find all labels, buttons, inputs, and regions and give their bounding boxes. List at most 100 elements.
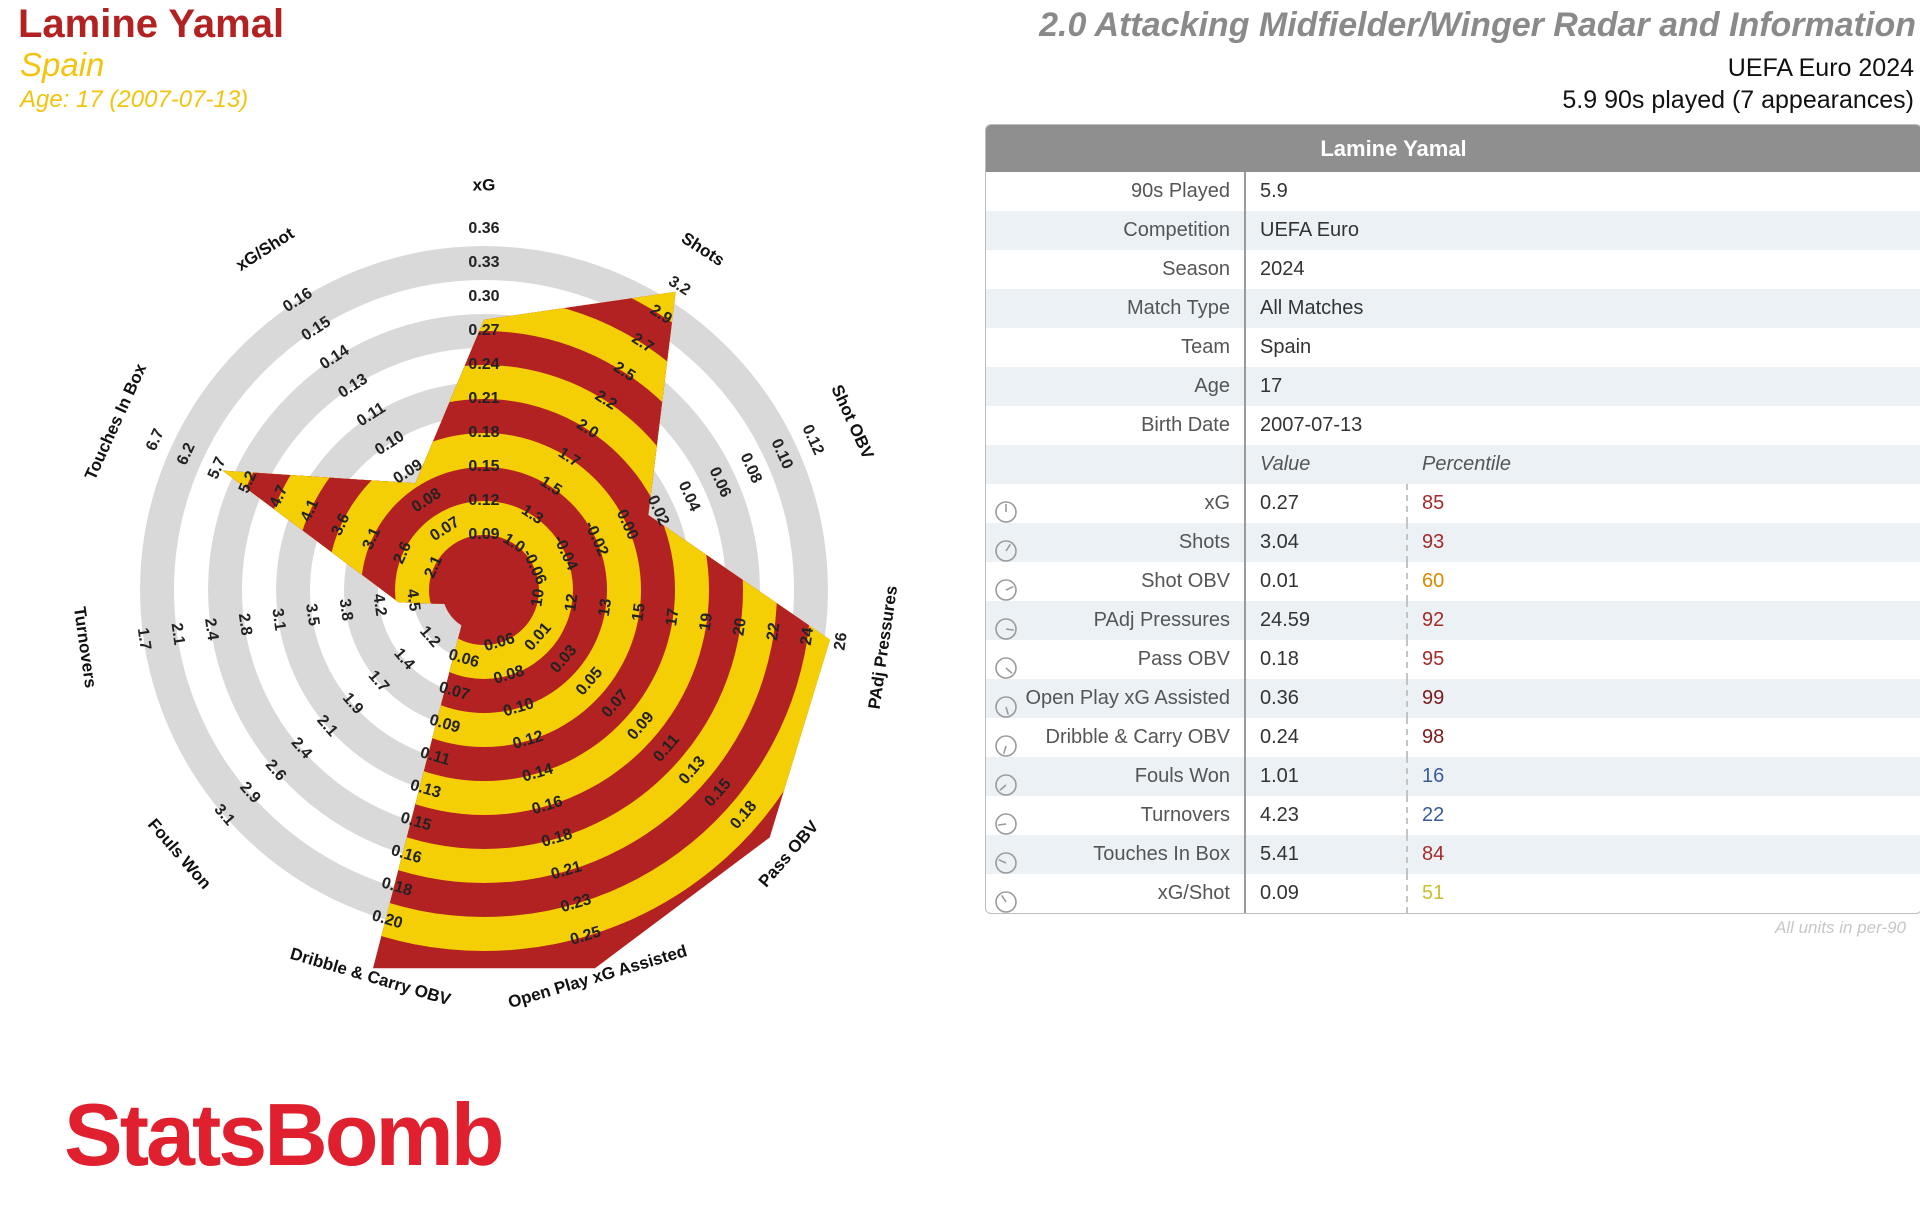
- metric-value: 1.01: [1244, 757, 1406, 796]
- player-age: Age: 17 (2007-07-13): [20, 86, 249, 113]
- gauge-icon: [995, 618, 1017, 640]
- metric-label-cell: Dribble & Carry OBV: [986, 726, 1244, 757]
- gauge-icon: [995, 891, 1017, 913]
- info-rows: 90s Played 5.9 Competition UEFA Euro Season 2…: [986, 172, 1920, 445]
- axis-tick-label: 17: [663, 607, 682, 627]
- axis-tick-label: 4.2: [369, 593, 389, 618]
- info-row-value: 2024: [1244, 250, 1920, 289]
- axis-tick-label: 22: [764, 622, 783, 642]
- metric-label: Turnovers: [1140, 804, 1230, 826]
- report-competition: UEFA Euro 2024: [1727, 54, 1914, 82]
- axis-tick-label: 1.7: [134, 627, 154, 652]
- metric-label: Fouls Won: [1134, 765, 1230, 787]
- metric-label: Pass OBV: [1137, 648, 1230, 670]
- metric-row: Fouls Won 1.01 16: [986, 757, 1920, 796]
- metric-value: 0.27: [1244, 484, 1406, 523]
- gauge-icon: [995, 540, 1017, 562]
- metric-rows: xG 0.27 85 Shots 3.04 93 Shot OBV 0.01 60 PAdj Pr…: [986, 484, 1920, 913]
- metric-label-cell: Shot OBV: [986, 570, 1244, 601]
- axis-tick-label: 3.8: [336, 598, 356, 623]
- metric-percentile: 93: [1406, 523, 1920, 562]
- value-column-header: Value: [1244, 445, 1406, 484]
- metric-label-cell: Shots: [986, 531, 1244, 562]
- axis-tick-label: 26: [831, 631, 850, 651]
- axis-tick-label: 0.15: [468, 458, 499, 475]
- metric-percentile: 60: [1406, 562, 1920, 601]
- metric-row: Shots 3.04 93: [986, 523, 1920, 562]
- metric-label: Shot OBV: [1141, 570, 1230, 592]
- info-row-label: Match Type: [1126, 297, 1230, 319]
- gauge-icon: [995, 813, 1017, 835]
- metric-value: 4.23: [1244, 796, 1406, 835]
- metric-label: PAdj Pressures: [1093, 609, 1230, 631]
- metric-value: 3.04: [1244, 523, 1406, 562]
- info-row-value: UEFA Euro: [1244, 211, 1920, 250]
- radar-chart: 0.09 0.12 0.15 0.18 0.21 0.24 0.27 0.30 0.33 0.36…: [70, 175, 902, 1011]
- axis-tick-label: 20: [730, 617, 749, 637]
- metric-value: 0.18: [1244, 640, 1406, 679]
- axis-tick-label: 0.33: [468, 254, 499, 271]
- metric-value: 0.01: [1244, 562, 1406, 601]
- player-name: Lamine Yamal: [18, 2, 285, 46]
- report-played: 5.9 90s played (7 appearances): [1562, 86, 1914, 114]
- gauge-icon: [995, 735, 1017, 757]
- metric-percentile: 84: [1406, 835, 1920, 874]
- info-row-label: 90s Played: [1131, 180, 1230, 202]
- gauge-icon: [995, 852, 1017, 874]
- units-note: All units in per-90: [1774, 918, 1906, 937]
- axis-tick-label: 2.1: [167, 622, 187, 647]
- metric-row: PAdj Pressures 24.59 92: [986, 601, 1920, 640]
- axis-tick-label: 19: [697, 612, 716, 632]
- axis-title: PAdj Pressures: [865, 584, 902, 710]
- metric-percentile: 51: [1406, 874, 1920, 913]
- metric-label-cell: xG: [986, 492, 1244, 523]
- axis-tick-label: 12: [562, 593, 581, 613]
- gauge-icon: [995, 501, 1017, 523]
- gauge-icon: [995, 657, 1017, 679]
- metric-percentile: 85: [1406, 484, 1920, 523]
- gauge-icon: [995, 579, 1017, 601]
- metric-row: xG/Shot 0.09 51: [986, 874, 1920, 913]
- metric-label: xG/Shot: [1157, 882, 1230, 904]
- gauge-icon: [995, 696, 1017, 718]
- statsbomb-logo: StatsBomb: [64, 1085, 504, 1184]
- info-row-label: Season: [1162, 258, 1230, 280]
- metric-percentile: 16: [1406, 757, 1920, 796]
- metric-value: 5.41: [1244, 835, 1406, 874]
- axis-tick-label: 0.09: [468, 526, 499, 543]
- info-row-label: Age: [1194, 375, 1230, 397]
- axis-tick-label: 3.5: [302, 603, 322, 628]
- axis-tick-label: 13: [596, 597, 615, 617]
- metric-label: Shots: [1178, 531, 1230, 553]
- table-title: Lamine Yamal: [986, 125, 1920, 172]
- axis-tick-label: 0.12: [468, 492, 499, 509]
- axis-title: Shots: [678, 228, 728, 270]
- info-row-value: 5.9: [1244, 172, 1920, 211]
- metric-row: Shot OBV 0.01 60: [986, 562, 1920, 601]
- metric-label-cell: xG/Shot: [986, 882, 1244, 913]
- gauge-icon: [995, 774, 1017, 796]
- metric-row: Turnovers 4.23 22: [986, 796, 1920, 835]
- axis-tick-label: 2.8: [235, 612, 255, 637]
- info-row-value: All Matches: [1244, 289, 1920, 328]
- axis-tick-label: 3.1: [268, 607, 288, 632]
- axis-title: Turnovers: [70, 605, 100, 689]
- metrics-header-row: Value Percentile: [986, 445, 1920, 484]
- metric-value: 0.24: [1244, 718, 1406, 757]
- axis-tick-label: 0.21: [468, 390, 499, 407]
- info-row-label: Team: [1181, 336, 1230, 358]
- metric-label-cell: PAdj Pressures: [986, 609, 1244, 640]
- axis-tick-label: 0.30: [468, 288, 499, 305]
- metric-row: xG 0.27 85: [986, 484, 1920, 523]
- metric-row: Open Play xG Assisted 0.36 99: [986, 679, 1920, 718]
- metric-row: Dribble & Carry OBV 0.24 98: [986, 718, 1920, 757]
- metric-label: Open Play xG Assisted: [1025, 687, 1230, 709]
- metric-percentile: 98: [1406, 718, 1920, 757]
- metric-percentile: 99: [1406, 679, 1920, 718]
- info-row: Birth Date 2007-07-13: [986, 406, 1920, 445]
- metric-row: Touches In Box 5.41 84: [986, 835, 1920, 874]
- radar-center: [442, 548, 526, 632]
- axis-tick-label: 0.18: [468, 424, 499, 441]
- percentile-column-header: Percentile: [1422, 453, 1511, 475]
- metric-label-cell: Touches In Box: [986, 843, 1244, 874]
